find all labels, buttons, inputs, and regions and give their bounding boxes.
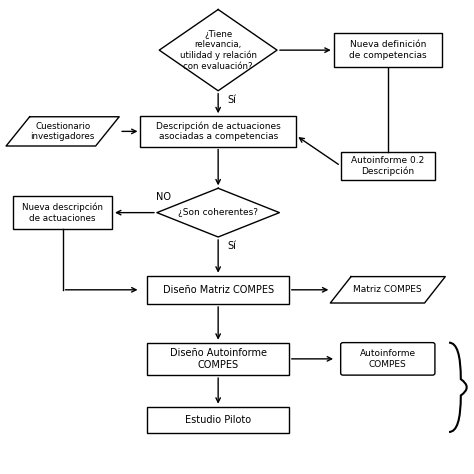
Text: Diseño Matriz COMPES: Diseño Matriz COMPES xyxy=(163,285,273,295)
Text: Cuestionario
investigadores: Cuestionario investigadores xyxy=(30,122,95,141)
Text: Nueva definición
de competencias: Nueva definición de competencias xyxy=(349,40,427,60)
Text: Diseño Autoinforme
COMPES: Diseño Autoinforme COMPES xyxy=(170,348,267,370)
FancyBboxPatch shape xyxy=(341,152,435,180)
Polygon shape xyxy=(330,277,445,303)
FancyBboxPatch shape xyxy=(147,275,289,304)
Text: Sí: Sí xyxy=(228,241,237,251)
Text: Matriz COMPES: Matriz COMPES xyxy=(354,285,422,294)
Text: NO: NO xyxy=(156,192,171,202)
FancyBboxPatch shape xyxy=(13,196,112,229)
Text: Nueva descripción
de actuaciones: Nueva descripción de actuaciones xyxy=(22,203,103,223)
Text: Descripción de actuaciones
asociadas a competencias: Descripción de actuaciones asociadas a c… xyxy=(156,121,281,141)
Polygon shape xyxy=(6,117,119,146)
Polygon shape xyxy=(159,9,277,91)
Polygon shape xyxy=(157,188,279,237)
FancyBboxPatch shape xyxy=(140,116,296,146)
Text: Estudio Piloto: Estudio Piloto xyxy=(185,415,251,425)
FancyBboxPatch shape xyxy=(147,343,289,375)
FancyBboxPatch shape xyxy=(147,407,289,433)
Text: ¿Son coherentes?: ¿Son coherentes? xyxy=(178,208,258,217)
Text: Sí: Sí xyxy=(228,95,237,105)
FancyBboxPatch shape xyxy=(334,33,442,67)
Text: Autoinforme
COMPES: Autoinforme COMPES xyxy=(360,349,416,369)
Text: ¿Tiene
relevancia,
utilidad y relación
con evaluación?: ¿Tiene relevancia, utilidad y relación c… xyxy=(180,30,256,71)
FancyBboxPatch shape xyxy=(341,343,435,375)
Text: Autoinforme 0.2
Descripción: Autoinforme 0.2 Descripción xyxy=(351,156,424,176)
